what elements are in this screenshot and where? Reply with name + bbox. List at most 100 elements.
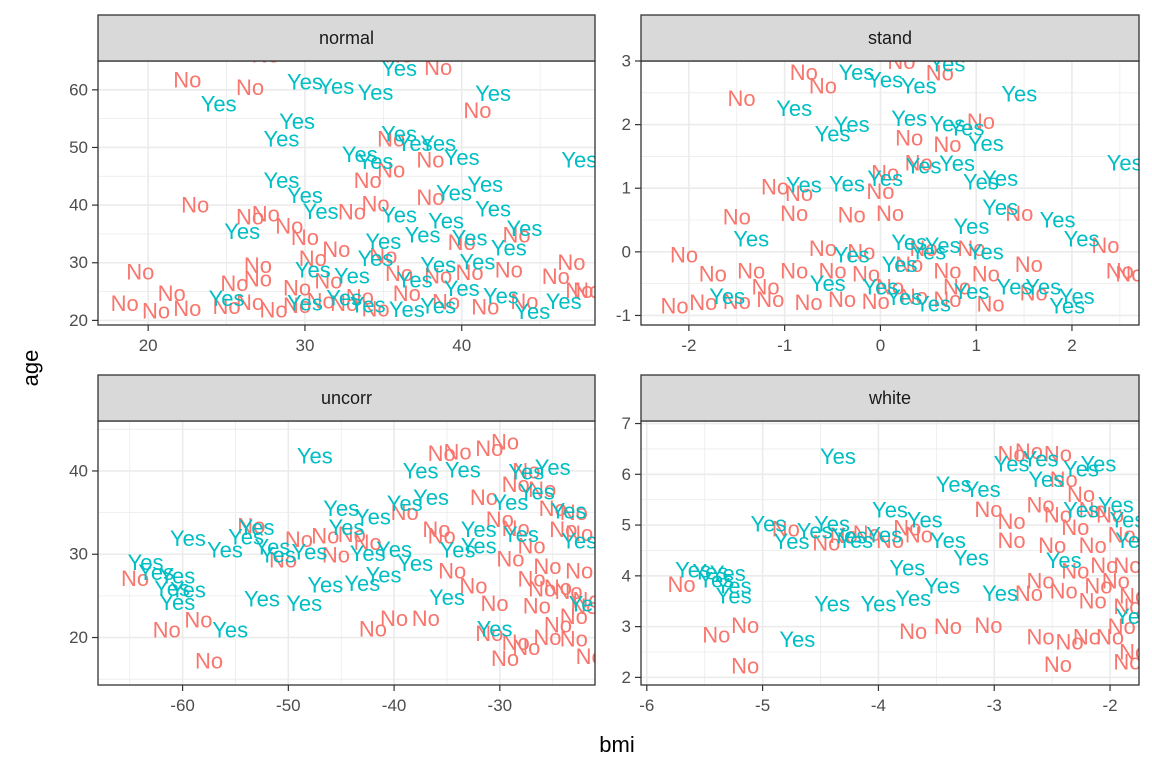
point-label-yes: Yes — [814, 512, 850, 537]
point-label-no: No — [533, 554, 561, 579]
point-label-no: No — [576, 644, 604, 669]
point-label-yes: Yes — [834, 112, 870, 137]
point-label-no: No — [1108, 523, 1136, 548]
point-label-yes: Yes — [429, 585, 465, 610]
point-label-yes: Yes — [459, 250, 495, 275]
y-tick-label: 2 — [622, 115, 631, 134]
point-label-no: No — [424, 55, 452, 80]
point-label-no: No — [934, 614, 962, 639]
point-label-no: No — [1055, 629, 1083, 654]
point-label-no: No — [1005, 201, 1033, 226]
point-label-no: No — [926, 61, 954, 86]
y-tick-label: 20 — [69, 311, 88, 330]
point-label-yes: Yes — [797, 519, 833, 544]
point-label-no: No — [517, 533, 545, 558]
point-label-yes: Yes — [170, 578, 206, 603]
point-label-yes: Yes — [263, 126, 299, 151]
point-label-yes: Yes — [207, 538, 243, 563]
point-label-yes: Yes — [867, 166, 903, 191]
point-label-no: No — [361, 191, 389, 216]
point-label-no: No — [260, 298, 288, 323]
point-label-no: No — [523, 593, 551, 618]
point-label-yes: Yes — [201, 92, 237, 117]
point-label-yes: Yes — [1063, 497, 1099, 522]
point-label-no: No — [338, 200, 366, 225]
panel-background — [98, 61, 595, 325]
point-label-no: No — [1079, 589, 1107, 614]
point-label-no: No — [502, 472, 530, 497]
point-label-yes: Yes — [866, 523, 902, 548]
point-label-no: No — [385, 261, 413, 286]
point-label-no: No — [555, 579, 583, 604]
point-label-no: No — [772, 517, 800, 542]
point-label-no: No — [528, 577, 556, 602]
point-label-yes: Yes — [750, 512, 786, 537]
point-label-yes: Yes — [440, 538, 476, 563]
x-tick-label: -4 — [871, 696, 886, 715]
point-label-yes: Yes — [1115, 528, 1151, 553]
point-label-yes: Yes — [860, 591, 896, 616]
point-label-no: No — [126, 259, 154, 284]
point-label-no: No — [314, 269, 342, 294]
point-label-yes: Yes — [519, 479, 555, 504]
point-label-yes: Yes — [963, 169, 999, 194]
point-label-yes: Yes — [953, 279, 989, 304]
point-label-no: No — [283, 276, 311, 301]
point-label-yes: Yes — [1059, 284, 1095, 309]
point-label-yes: Yes — [907, 508, 943, 533]
point-label-yes: Yes — [930, 111, 966, 136]
point-label-no: No — [570, 594, 598, 619]
point-label-no: No — [812, 530, 840, 555]
point-label-yes: Yes — [965, 477, 1001, 502]
y-tick-label: 30 — [69, 253, 88, 272]
point-label-no: No — [503, 223, 531, 248]
point-label-yes: Yes — [170, 526, 206, 551]
point-label-no: No — [512, 635, 540, 660]
point-label-yes: Yes — [381, 56, 417, 81]
point-label-no: No — [1015, 439, 1043, 464]
point-label-yes: Yes — [1107, 150, 1143, 175]
point-label-yes: Yes — [154, 576, 190, 601]
point-label-yes: Yes — [358, 246, 394, 271]
point-label-yes: Yes — [239, 515, 275, 540]
strip-title: white — [868, 388, 911, 408]
x-tick-label: -40 — [382, 696, 407, 715]
point-label-no: No — [1020, 281, 1048, 306]
point-label-no: No — [533, 625, 561, 650]
point-label-yes: Yes — [287, 183, 323, 208]
point-label-yes: Yes — [1064, 227, 1100, 252]
point-label-no: No — [1061, 515, 1089, 540]
point-label-no: No — [338, 522, 366, 547]
point-label-no: No — [1050, 467, 1078, 492]
point-label-no: No — [502, 516, 530, 541]
point-label-no: No — [1061, 558, 1089, 583]
x-tick-label: 2 — [1067, 336, 1076, 355]
point-label-no: No — [393, 281, 421, 306]
point-label-no: No — [1106, 258, 1134, 283]
point-label-yes: Yes — [397, 268, 433, 293]
point-label-yes: Yes — [405, 223, 441, 248]
y-tick-label: 40 — [69, 461, 88, 480]
point-label-yes: Yes — [436, 181, 472, 206]
y-tick-label: 5 — [622, 516, 631, 535]
point-label-no: No — [121, 566, 149, 591]
x-tick-label: -50 — [276, 696, 301, 715]
point-label-yes: Yes — [693, 559, 729, 584]
point-label-no: No — [1067, 482, 1095, 507]
point-label-yes: Yes — [1109, 508, 1145, 533]
point-label-no: No — [510, 289, 538, 314]
point-label-no: No — [895, 252, 923, 277]
point-label-no: No — [549, 517, 577, 542]
point-label-no: No — [731, 613, 759, 638]
point-label-yes: Yes — [403, 458, 439, 483]
point-label-yes: Yes — [698, 567, 734, 592]
point-label-no: No — [269, 548, 297, 573]
strip-background — [640, 374, 1140, 422]
point-label-yes: Yes — [444, 145, 480, 170]
point-label-yes: Yes — [452, 225, 488, 250]
point-label-yes: Yes — [997, 274, 1033, 299]
point-label-no: No — [727, 86, 755, 111]
